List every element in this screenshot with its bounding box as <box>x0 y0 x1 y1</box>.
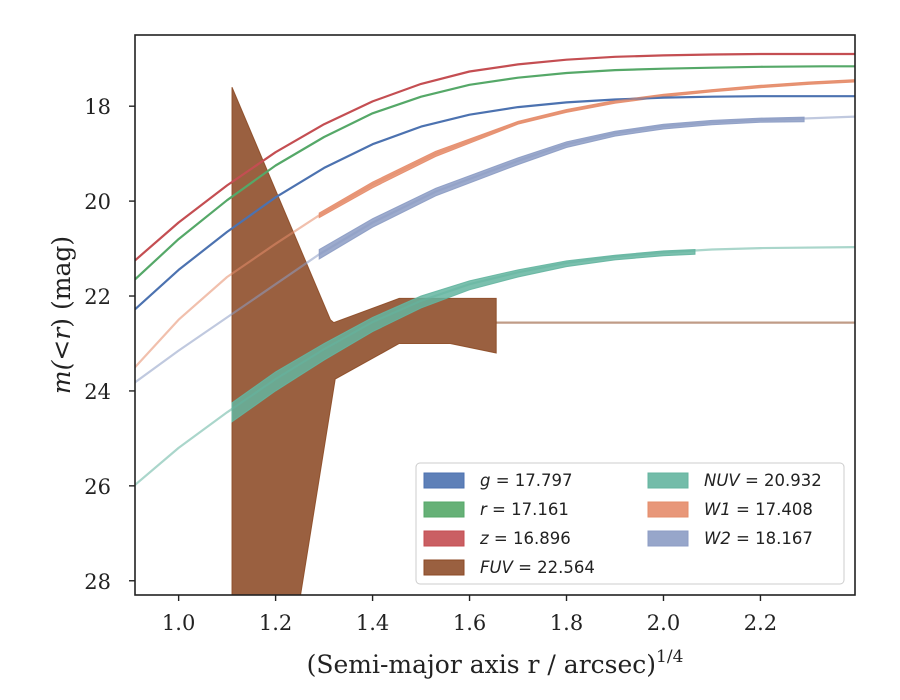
y-tick-label: 22 <box>84 285 111 309</box>
plot-frame <box>134 34 856 596</box>
x-axis-label-text: (Semi-major axis r / arcsec) <box>307 650 656 679</box>
y-axis-ticks: 18 20 22 24 26 28 <box>84 95 135 594</box>
y-axis-label-part: < <box>47 340 76 361</box>
legend-label-fuv: FUV = 22.564 <box>480 558 595 577</box>
x-tick-label: 1.6 <box>453 611 486 635</box>
nuv-line <box>135 246 855 486</box>
x-axis-ticks: 1.0 1.2 1.4 1.6 1.8 2.0 2.2 <box>162 595 777 635</box>
x-axis-label-exponent: 1/4 <box>656 647 683 667</box>
w2-band <box>318 116 805 260</box>
w1-line <box>135 79 855 368</box>
x-tick-label: 1.0 <box>162 611 195 635</box>
legend-swatch-g <box>423 472 465 489</box>
nuv-band <box>231 248 696 423</box>
y-axis-label-part: ) (mag) <box>47 236 76 328</box>
legend: g = 17.797 r = 17.161 z = 16.896 FUV = 22.5… <box>415 462 845 585</box>
legend-label-w2: W2 = 18.167 <box>704 529 813 548</box>
x-tick-label: 1.2 <box>259 611 292 635</box>
x-tick-label: 1.4 <box>356 611 389 635</box>
y-axis-label-part: m( <box>47 359 76 394</box>
y-axis-label-part: r <box>47 326 76 340</box>
legend-label-nuv: NUV = 20.932 <box>704 471 822 490</box>
legend-label-g: g = 17.797 <box>480 471 573 490</box>
y-tick-label: 20 <box>84 190 111 214</box>
x-tick-label: 2.2 <box>744 611 777 635</box>
y-tick-label: 26 <box>84 475 111 499</box>
series-lines <box>135 52 855 486</box>
fuv-band <box>231 87 497 595</box>
legend-swatch-w1 <box>647 501 689 518</box>
x-axis-label: (Semi-major axis r / arcsec)1/4 <box>307 647 684 679</box>
legend-swatch-fuv <box>423 559 465 576</box>
x-tick-label: 2.0 <box>647 611 680 635</box>
legend-label-r: r = 17.161 <box>480 500 569 519</box>
y-tick-label: 24 <box>84 380 111 404</box>
legend-swatch-r <box>423 501 465 518</box>
x-tick-label: 1.8 <box>550 611 583 635</box>
r-line <box>135 65 855 281</box>
legend-swatch-nuv <box>647 472 689 489</box>
y-tick-label: 28 <box>84 570 111 594</box>
legend-box <box>415 462 845 585</box>
legend-label-z: z = 16.896 <box>479 529 571 548</box>
g-line <box>135 95 855 311</box>
z-line <box>135 52 855 262</box>
legend-label-w1: W1 = 17.408 <box>704 500 813 519</box>
legend-swatch-w2 <box>647 530 689 547</box>
y-tick-label: 18 <box>84 95 111 119</box>
y-axis-label: m(<r) (mag) <box>47 236 76 394</box>
legend-swatch-z <box>423 530 465 547</box>
w2-line <box>135 115 855 384</box>
